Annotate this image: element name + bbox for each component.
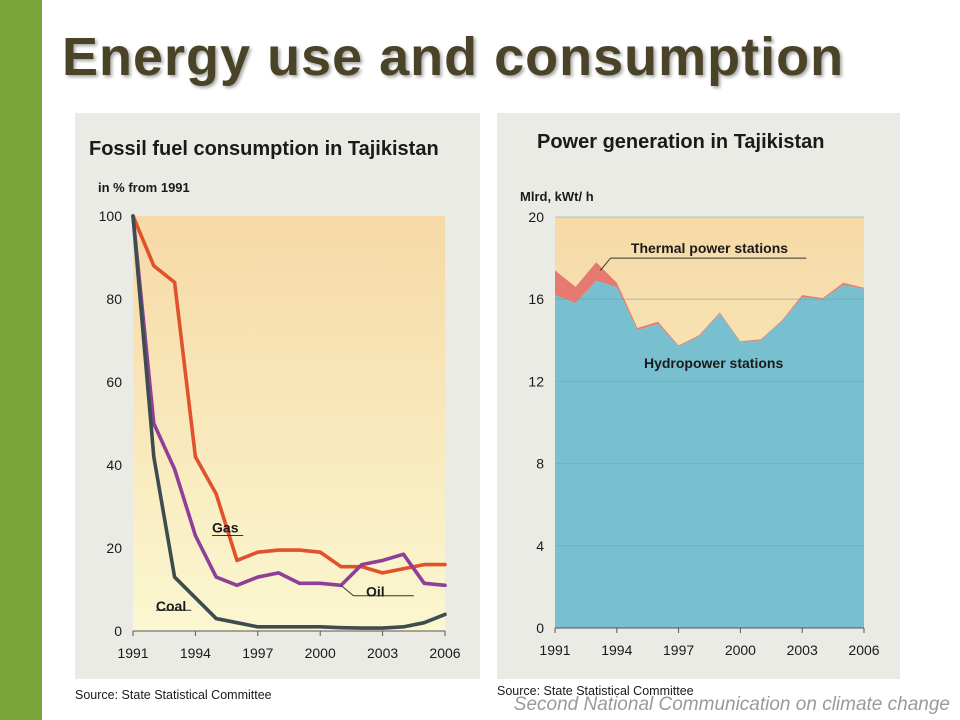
- plot-area: [133, 216, 445, 631]
- y-tick-label: 20: [106, 540, 122, 556]
- data-point-gas: [422, 563, 426, 567]
- data-point-gas: [401, 567, 405, 571]
- y-tick-label: 80: [106, 291, 122, 307]
- data-point-coal: [360, 626, 364, 630]
- data-point-oil: [381, 558, 385, 563]
- series-line-coal: [131, 214, 447, 630]
- x-tick-label: 2000: [305, 645, 336, 661]
- x-tick-label: 1994: [180, 645, 211, 661]
- data-point-oil: [360, 563, 364, 567]
- data-point-gas: [381, 571, 385, 575]
- y-axis-label: in % from 1991: [98, 180, 190, 195]
- data-point-oil: [401, 552, 405, 556]
- data-point-gas: [443, 563, 447, 567]
- decorative-border: [0, 0, 42, 720]
- data-point-coal: [152, 455, 156, 459]
- y-tick-label: 60: [106, 374, 122, 390]
- y-tick-label: 12: [528, 373, 544, 389]
- data-point-oil: [152, 421, 156, 426]
- series-label-oil: Oil: [366, 584, 385, 600]
- data-point-coal: [422, 621, 426, 625]
- data-point-coal: [256, 625, 260, 629]
- x-tick-label: 1994: [601, 642, 632, 658]
- data-point-gas: [214, 492, 218, 496]
- area-hydropower-stations: [555, 280, 864, 628]
- x-tick-label: 1997: [663, 642, 694, 658]
- power-generation-chart-panel: Power generation in Tajikistan Mlrd, kWt…: [497, 113, 900, 698]
- data-point-gas: [235, 558, 239, 563]
- data-point-oil: [235, 583, 239, 587]
- data-point-oil: [318, 581, 322, 585]
- x-tick-label: 2003: [367, 645, 398, 661]
- data-point-oil: [256, 575, 260, 579]
- data-point-oil: [173, 467, 177, 471]
- data-point-oil: [443, 583, 447, 587]
- data-point-gas: [193, 455, 197, 459]
- data-point-oil: [422, 581, 426, 585]
- series-label-coal: Coal: [156, 598, 186, 614]
- data-point-oil: [214, 575, 218, 579]
- chart-source: Source: State Statistical Committee: [75, 688, 272, 702]
- data-point-oil: [297, 581, 301, 585]
- x-tick-label: 2006: [429, 645, 460, 661]
- series-label-gas: Gas: [212, 519, 239, 535]
- data-point-gas: [339, 565, 343, 569]
- data-point-gas: [152, 264, 156, 268]
- data-point-coal: [214, 616, 218, 621]
- y-tick-label: 4: [536, 538, 544, 554]
- y-tick-label: 0: [536, 620, 544, 636]
- data-point-gas: [277, 548, 281, 552]
- data-point-gas: [173, 280, 177, 284]
- power-generation-area-chart: 0 4 8 12 16 20 1991 1994 1997 2000 2003 2006 Thermal…: [528, 209, 879, 658]
- x-tick-label: 2000: [725, 642, 756, 658]
- x-tick-label: 1991: [539, 642, 570, 658]
- y-axis-label: Mlrd, kWt/ h: [520, 189, 594, 204]
- x-tick-label: 1991: [117, 645, 148, 661]
- data-point-coal: [297, 625, 301, 629]
- chart-title: Power generation in Tajikistan: [537, 131, 825, 153]
- x-tick-label: 1997: [242, 645, 273, 661]
- data-point-gas: [256, 550, 260, 554]
- data-point-oil: [193, 533, 197, 538]
- data-point-coal: [277, 625, 281, 629]
- series-label-hydropower-stations: Hydropower stations: [644, 355, 783, 371]
- x-tick-label: 2006: [848, 642, 879, 658]
- series-line-gas: [131, 214, 447, 575]
- data-point-gas: [297, 548, 301, 552]
- series-line-oil: [131, 214, 447, 588]
- fossil-fuel-chart-panel: Fossil fuel consumption in Tajikistan in…: [75, 113, 480, 702]
- y-tick-label: 0: [114, 623, 122, 639]
- y-tick-label: 16: [528, 291, 544, 307]
- page-title: Energy use and consumption: [62, 27, 845, 87]
- data-point-coal: [381, 626, 385, 630]
- data-point-gas: [318, 550, 322, 554]
- y-tick-label: 40: [106, 457, 122, 473]
- fossil-fuel-line-chart: 0 20 40 60 80 100 1991 1994 1997 2000 2003 2006 Gas O…: [99, 208, 461, 661]
- series-label-leader: [340, 584, 354, 597]
- series-label-leader: [599, 257, 612, 271]
- x-tick-label: 2003: [787, 642, 818, 658]
- footer-caption: Second National Communication on climate…: [513, 694, 950, 715]
- y-tick-label: 20: [528, 209, 544, 225]
- y-tick-label: 8: [536, 456, 544, 472]
- data-point-coal: [173, 575, 177, 579]
- data-point-coal: [131, 214, 135, 218]
- data-point-coal: [193, 596, 197, 600]
- data-point-coal: [235, 621, 239, 625]
- data-point-coal: [443, 612, 447, 616]
- chart-source: Source: State Statistical Committee: [497, 684, 694, 698]
- data-point-coal: [339, 626, 343, 630]
- data-point-coal: [401, 625, 405, 629]
- data-point-oil: [277, 571, 281, 575]
- y-tick-label: 100: [99, 208, 123, 224]
- chart-title: Fossil fuel consumption in Tajikistan: [89, 138, 439, 160]
- series-label-thermal-power-stations: Thermal power stations: [631, 240, 788, 256]
- data-point-coal: [318, 625, 322, 629]
